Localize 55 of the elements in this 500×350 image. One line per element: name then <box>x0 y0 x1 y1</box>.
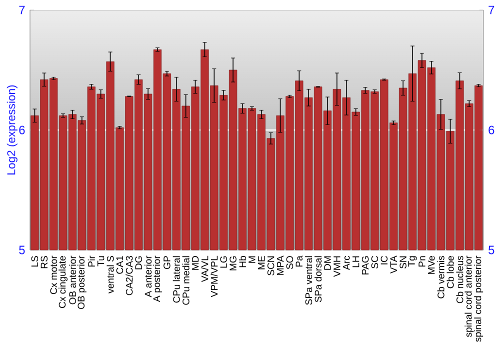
x-tick-label: MPA <box>276 256 284 275</box>
x-tick-label: Pn <box>418 256 426 267</box>
x-tick-label: M <box>248 256 256 263</box>
x-tick-label: CA2/CA3 <box>126 256 133 296</box>
x-tick-label: SPa ventral <box>305 256 312 305</box>
y-tick-label: 7 <box>19 6 25 14</box>
x-tick-label: RS <box>40 256 48 268</box>
x-tick-label: spinal cord posterior <box>474 256 484 342</box>
x-tick-label: SCN <box>267 256 274 276</box>
x-tick-label: MD <box>192 256 199 270</box>
x-tick-label: LG <box>220 256 227 268</box>
x-tick-label: CPu lateral <box>172 256 180 303</box>
y-axis-title: Log2 (expression) <box>6 85 18 174</box>
y-tick-label: 6 <box>19 126 25 134</box>
x-tick-label: Pa <box>296 256 303 267</box>
y2-tick-label: 7 <box>488 6 494 14</box>
x-tick-label: VMH <box>334 256 340 277</box>
x-tick-label: SC <box>371 256 378 268</box>
x-tick-label: MVe <box>428 256 435 274</box>
x-tick-label: OB posterior <box>77 256 86 310</box>
x-tick-label: ME <box>258 256 265 270</box>
y-tick-label: 5 <box>19 246 25 254</box>
x-tick-label: Cb nucleus <box>456 256 464 304</box>
x-tick-label: Pir <box>88 256 95 267</box>
x-tick-label: Cx cingulate <box>58 256 68 308</box>
x-tick-label: PAG <box>362 256 369 274</box>
x-tick-label: CPu medial <box>182 256 190 305</box>
x-tick-label: Hb <box>238 256 246 268</box>
x-tick-label: A posterior <box>153 256 162 302</box>
x-tick-label: IC <box>380 256 388 264</box>
x-tick-label: Tu <box>97 256 104 266</box>
x-tick-label: A anterior <box>144 256 152 298</box>
x-tick-label: Cb vermis <box>437 256 444 298</box>
x-tick-label: ventral S <box>106 256 114 294</box>
x-tick-label: DM <box>324 256 331 270</box>
x-tick-label: LS <box>31 256 38 267</box>
x-tick-label: DG <box>135 256 142 270</box>
x-tick-label: CA1 <box>116 256 124 274</box>
x-tick-label: SN <box>400 256 406 268</box>
x-tick-label: Cb lobe <box>446 256 454 288</box>
x-tick-label: VA/VL <box>201 256 208 282</box>
x-tick-label: GP <box>164 256 170 269</box>
x-tick-label: MG <box>230 256 236 270</box>
x-tick-label: LH <box>352 256 360 268</box>
x-tick-label: spinal cord anterior <box>464 256 474 337</box>
x-tick-label: OB anterior <box>68 256 76 304</box>
y2-tick-label: 6 <box>488 126 494 134</box>
x-tick-label: VTA <box>390 256 397 274</box>
x-tick-label: Tg <box>408 256 417 267</box>
y2-tick-label: 5 <box>488 246 494 254</box>
x-tick-label: Arc <box>343 256 350 270</box>
x-tick-label: VPM/VPL <box>210 256 218 298</box>
x-tick-label: Cx motor <box>50 256 57 294</box>
x-tick-label: SO <box>286 256 294 270</box>
x-tick-label: SPa dorsal <box>314 256 322 302</box>
